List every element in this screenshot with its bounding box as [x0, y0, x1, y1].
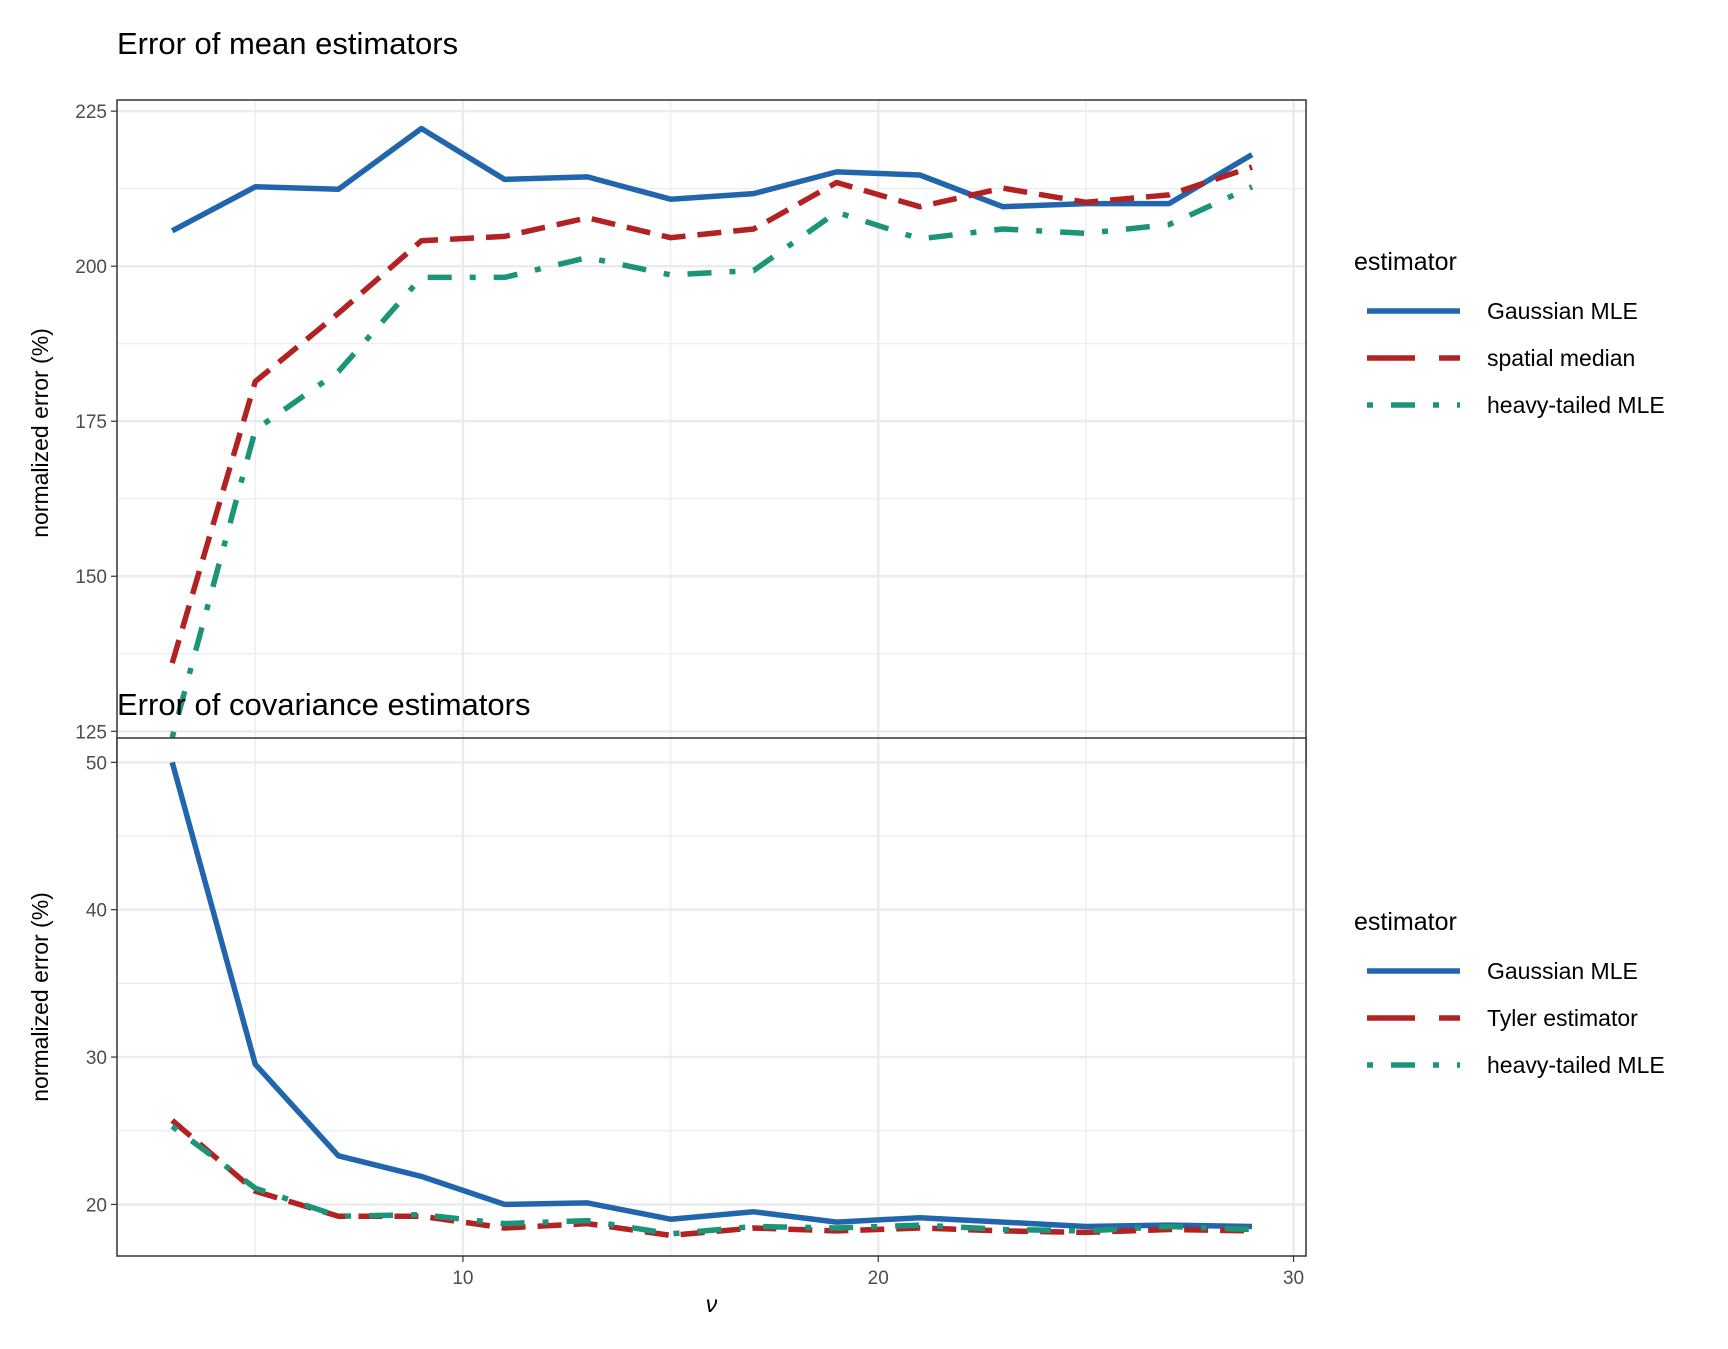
legend: estimator Gaussian MLE Tyler estimator heav… — [1354, 908, 1665, 1078]
x-axis-label: ν — [706, 1291, 718, 1317]
x-tick-label: 10 — [452, 1268, 473, 1289]
y-tick-label: 125 — [75, 722, 107, 743]
covariance-estimators-chart: Error of covariance estimators 10 20 30 20 30… — [27, 687, 1665, 1317]
legend-item: Gaussian MLE — [1367, 298, 1638, 324]
legend-label: Gaussian MLE — [1487, 958, 1638, 984]
series-line-gaussian-mle — [170, 125, 1254, 234]
series-line-heavy-tailed-mle — [169, 184, 1254, 739]
legend-item: heavy-tailed MLE — [1367, 392, 1665, 418]
y-tick-label: 150 — [75, 567, 107, 588]
y-tick-label: 40 — [86, 901, 107, 922]
legend-title: estimator — [1354, 908, 1457, 936]
x-tick-label: 20 — [868, 1268, 889, 1289]
y-axis-label: normalized error (%) — [27, 892, 53, 1102]
y-tick-label: 200 — [75, 257, 107, 278]
y-axis-label: normalized error (%) — [27, 328, 53, 538]
y-tick-label: 30 — [86, 1048, 107, 1069]
legend-label: heavy-tailed MLE — [1487, 1052, 1665, 1078]
panel-border — [116, 737, 1307, 1257]
legend: estimator Gaussian MLE spatial median heavy… — [1354, 248, 1665, 418]
series-line-gaussian-mle — [169, 761, 1253, 1230]
series-line-spatial-median — [169, 164, 1253, 664]
legend-item: heavy-tailed MLE — [1367, 1052, 1665, 1078]
legend-label: spatial median — [1487, 345, 1635, 371]
x-tick-label: 30 — [1283, 1268, 1304, 1289]
legend-label: Tyler estimator — [1487, 1005, 1638, 1031]
chart-title: Error of mean estimators — [117, 26, 458, 61]
legend-item: Tyler estimator — [1367, 1005, 1638, 1031]
mean-estimators-chart: Error of mean estimators1020301251501752… — [27, 26, 1665, 827]
y-tick-label: 50 — [86, 753, 107, 774]
chart-title: Error of covariance estimators — [117, 687, 530, 722]
plot-panel — [117, 738, 1306, 1256]
y-tick-label: 175 — [75, 412, 107, 433]
legend-item: spatial median — [1367, 345, 1635, 371]
legend-item: Gaussian MLE — [1367, 958, 1638, 984]
series-line-heavy-tailed-mle — [170, 1124, 1253, 1237]
legend-label: Gaussian MLE — [1487, 298, 1638, 324]
legend-title: estimator — [1354, 248, 1457, 276]
legend-label: heavy-tailed MLE — [1487, 392, 1665, 418]
y-tick-label: 20 — [86, 1195, 107, 1216]
plot-panel — [117, 100, 1306, 766]
y-tick-label: 225 — [75, 102, 107, 123]
